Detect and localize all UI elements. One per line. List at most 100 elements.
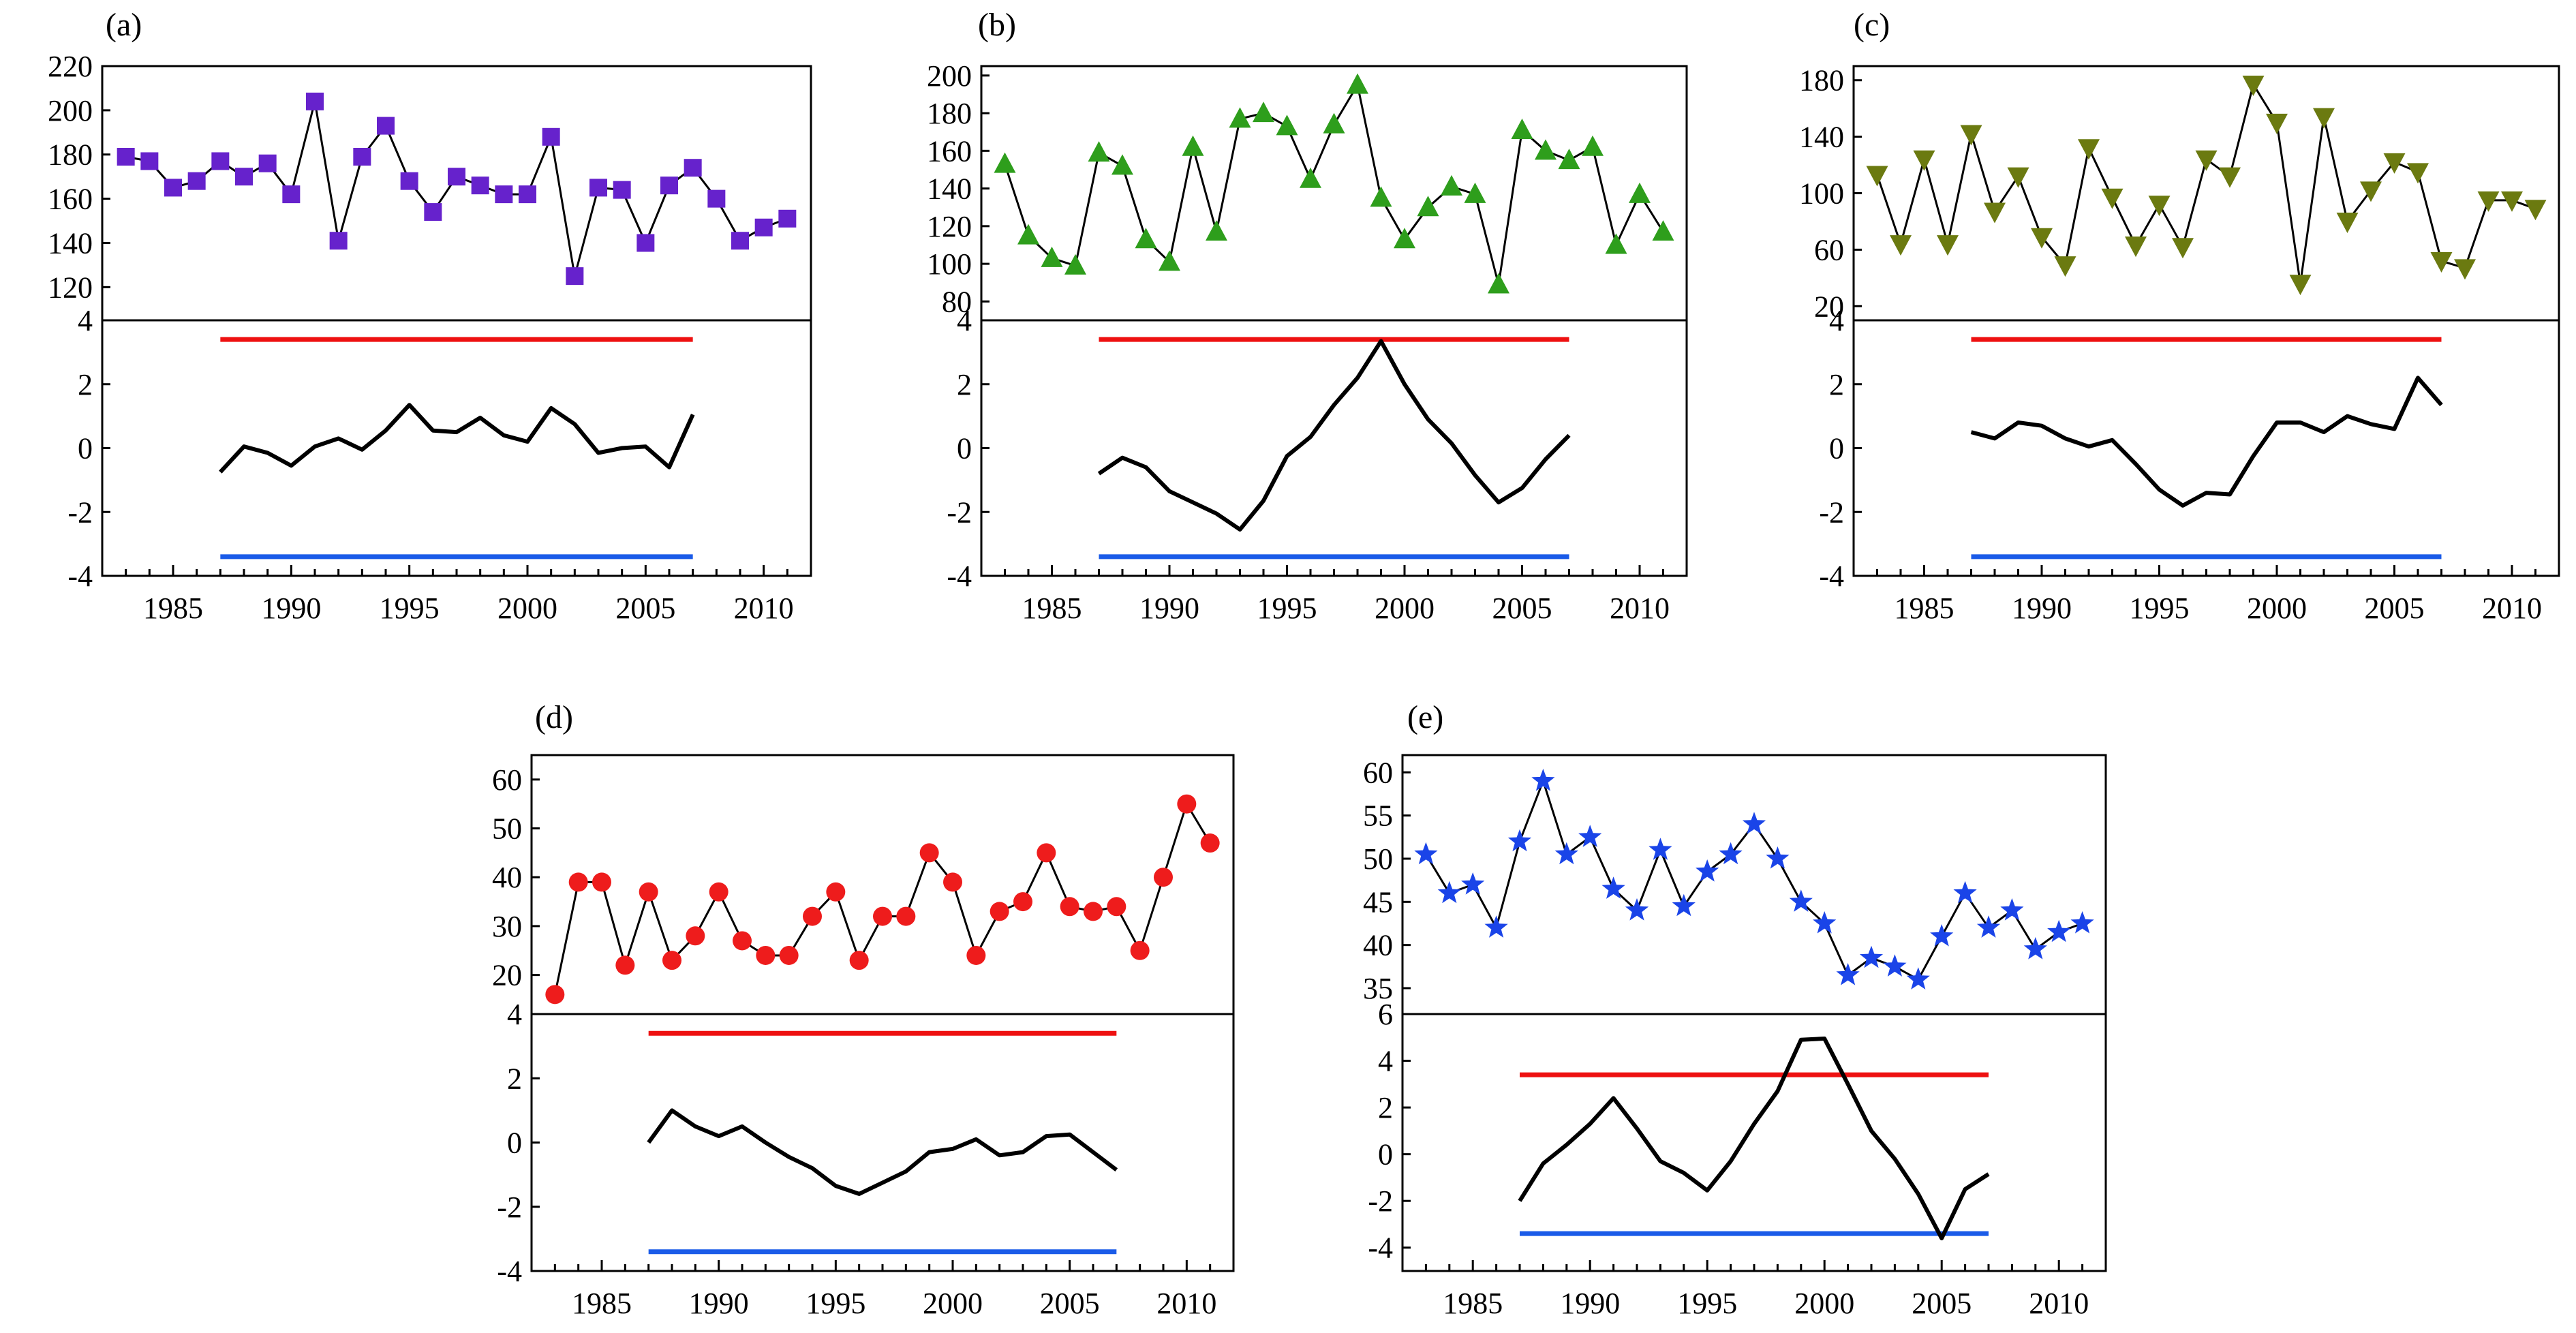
lower-ytick-label: 2 — [78, 368, 93, 401]
lower-ytick-label: -4 — [67, 560, 93, 593]
data-point-marker — [1276, 114, 1298, 136]
data-point-marker — [566, 267, 584, 286]
upper-ytick-label: 20 — [1814, 290, 1844, 323]
upper-ytick-label: 180 — [927, 97, 972, 130]
data-point-marker — [1154, 868, 1173, 887]
lower-ytick-label: 0 — [1829, 432, 1844, 465]
xtick-label: 2010 — [2029, 1287, 2089, 1320]
panel-label: (e) — [1407, 699, 1443, 735]
data-point-marker — [1605, 233, 1627, 254]
xtick-label: 2000 — [497, 592, 557, 625]
lower-ytick-label: -2 — [1368, 1184, 1393, 1218]
data-point-marker — [660, 177, 678, 195]
data-point-marker — [1629, 182, 1651, 203]
data-point-marker — [662, 951, 681, 970]
xtick-label: 1995 — [1677, 1287, 1737, 1320]
data-point-marker — [686, 926, 705, 946]
data-point-marker — [2501, 191, 2523, 212]
data-point-marker — [1507, 829, 1532, 852]
xtick-label: 2000 — [1375, 592, 1435, 625]
data-point-marker — [1159, 250, 1180, 271]
data-point-marker — [2454, 259, 2476, 280]
data-point-marker — [2430, 251, 2453, 273]
xtick-label: 1985 — [1443, 1287, 1503, 1320]
data-point-marker — [2524, 200, 2547, 221]
data-point-marker — [1417, 196, 1439, 217]
data-point-marker — [1984, 202, 2006, 224]
lower-ytick-label: -4 — [1819, 560, 1844, 593]
data-point-marker — [1037, 843, 1056, 863]
data-point-marker — [1017, 224, 1039, 245]
data-point-marker — [1441, 174, 1462, 196]
data-point-marker — [2336, 212, 2359, 233]
panel-label: (a) — [106, 7, 142, 43]
upper-series-line — [125, 101, 788, 277]
data-point-marker — [2047, 919, 2071, 943]
data-point-marker — [2078, 139, 2100, 160]
data-point-marker — [1253, 102, 1274, 123]
xtick-label: 2010 — [734, 592, 794, 625]
upper-ytick-label: 160 — [48, 183, 93, 216]
data-point-marker — [592, 872, 611, 892]
data-point-marker — [2383, 153, 2406, 174]
xtick-label: 1990 — [261, 592, 321, 625]
data-point-marker — [545, 985, 565, 1005]
xtick-label: 2005 — [1040, 1287, 1100, 1320]
data-point-marker — [754, 218, 773, 236]
lower-ytick-label: -2 — [497, 1191, 522, 1224]
data-point-marker — [2242, 75, 2265, 96]
data-point-marker — [1182, 135, 1204, 156]
data-point-marker — [164, 179, 182, 197]
data-point-marker — [424, 203, 442, 221]
xtick-label: 2005 — [1492, 592, 1552, 625]
data-point-marker — [542, 127, 560, 146]
data-point-marker — [684, 159, 702, 177]
data-point-marker — [2360, 181, 2382, 202]
xtick-label: 1985 — [1022, 592, 1082, 625]
data-point-marker — [1937, 235, 1959, 256]
lower-ytick-label: 0 — [507, 1127, 522, 1160]
xtick-label: 1990 — [1139, 592, 1199, 625]
panel-b: (b) 80 100 120 140 160 180 200 -4 -2 0 2 4 1985 1990 19… — [927, 7, 1688, 625]
upper-series-line — [1425, 778, 2083, 981]
data-point-marker — [2000, 898, 2024, 921]
data-point-marker — [2313, 108, 2335, 129]
data-point-marker — [353, 147, 371, 166]
data-point-marker — [1107, 897, 1126, 917]
upper-ytick-label: 60 — [1363, 756, 1393, 789]
data-point-marker — [1578, 825, 1602, 847]
data-point-marker — [1300, 167, 1321, 188]
xtick-label: 1995 — [2130, 592, 2190, 625]
data-point-marker — [1953, 880, 1977, 904]
data-point-marker — [400, 172, 418, 190]
data-point-marker — [707, 189, 726, 208]
lower-ytick-label: -4 — [497, 1255, 522, 1288]
data-point-marker — [778, 209, 797, 228]
data-point-marker — [2219, 167, 2241, 188]
data-point-marker — [1836, 963, 1860, 985]
lower-ytick-label: 4 — [507, 998, 522, 1031]
data-point-marker — [1766, 846, 1790, 869]
panel-label: (b) — [978, 7, 1016, 43]
data-point-marker — [1976, 915, 2001, 938]
panel-label: (c) — [1854, 7, 1890, 43]
lower-ytick-label: -2 — [67, 495, 93, 529]
xtick-label: 2005 — [2365, 592, 2425, 625]
data-point-marker — [2031, 228, 2053, 249]
data-point-marker — [1960, 125, 1982, 146]
upper-ytick-label: 60 — [1814, 233, 1844, 266]
data-point-marker — [1649, 838, 1672, 860]
upper-ytick-label: 60 — [492, 763, 522, 797]
xtick-label: 2000 — [923, 1287, 983, 1320]
data-point-marker — [2289, 275, 2312, 296]
panel-c: (c) 20 60 100 140 180 -4 -2 0 2 4 1985 1990 1995 2000 2… — [1799, 7, 2560, 625]
data-point-marker — [1206, 220, 1227, 241]
data-point-marker — [2054, 256, 2076, 277]
data-point-marker — [2007, 167, 2029, 188]
data-point-marker — [282, 185, 301, 204]
xtick-label: 1990 — [689, 1287, 749, 1320]
upper-ytick-label: 140 — [1799, 121, 1844, 154]
data-point-marker — [1084, 902, 1103, 921]
upper-ytick-label: 80 — [942, 285, 972, 318]
data-point-marker — [1890, 235, 1912, 256]
